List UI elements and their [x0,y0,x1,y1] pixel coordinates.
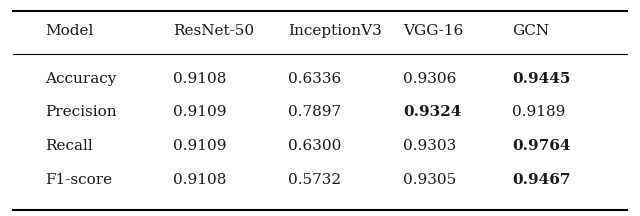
Text: 0.6336: 0.6336 [288,72,341,86]
Text: Precision: Precision [45,105,116,119]
Text: Accuracy: Accuracy [45,72,116,86]
Text: GCN: GCN [512,24,549,38]
Text: VGG-16: VGG-16 [403,24,463,38]
Text: F1-score: F1-score [45,173,112,187]
Text: 0.9109: 0.9109 [173,139,227,153]
Text: ResNet-50: ResNet-50 [173,24,254,38]
Text: 0.9189: 0.9189 [512,105,565,119]
Text: 0.9303: 0.9303 [403,139,456,153]
Text: 0.7897: 0.7897 [288,105,341,119]
Text: 0.9109: 0.9109 [173,105,227,119]
Text: 0.9306: 0.9306 [403,72,456,86]
Text: 0.5732: 0.5732 [288,173,341,187]
Text: Recall: Recall [45,139,93,153]
Text: 0.9324: 0.9324 [403,105,461,119]
Text: 0.9764: 0.9764 [512,139,570,153]
Text: 0.9108: 0.9108 [173,173,226,187]
Text: Model: Model [45,24,93,38]
Text: 0.9445: 0.9445 [512,72,570,86]
Text: 0.9305: 0.9305 [403,173,456,187]
Text: 0.9467: 0.9467 [512,173,570,187]
Text: 0.9108: 0.9108 [173,72,226,86]
Text: InceptionV3: InceptionV3 [288,24,381,38]
Text: 0.6300: 0.6300 [288,139,341,153]
